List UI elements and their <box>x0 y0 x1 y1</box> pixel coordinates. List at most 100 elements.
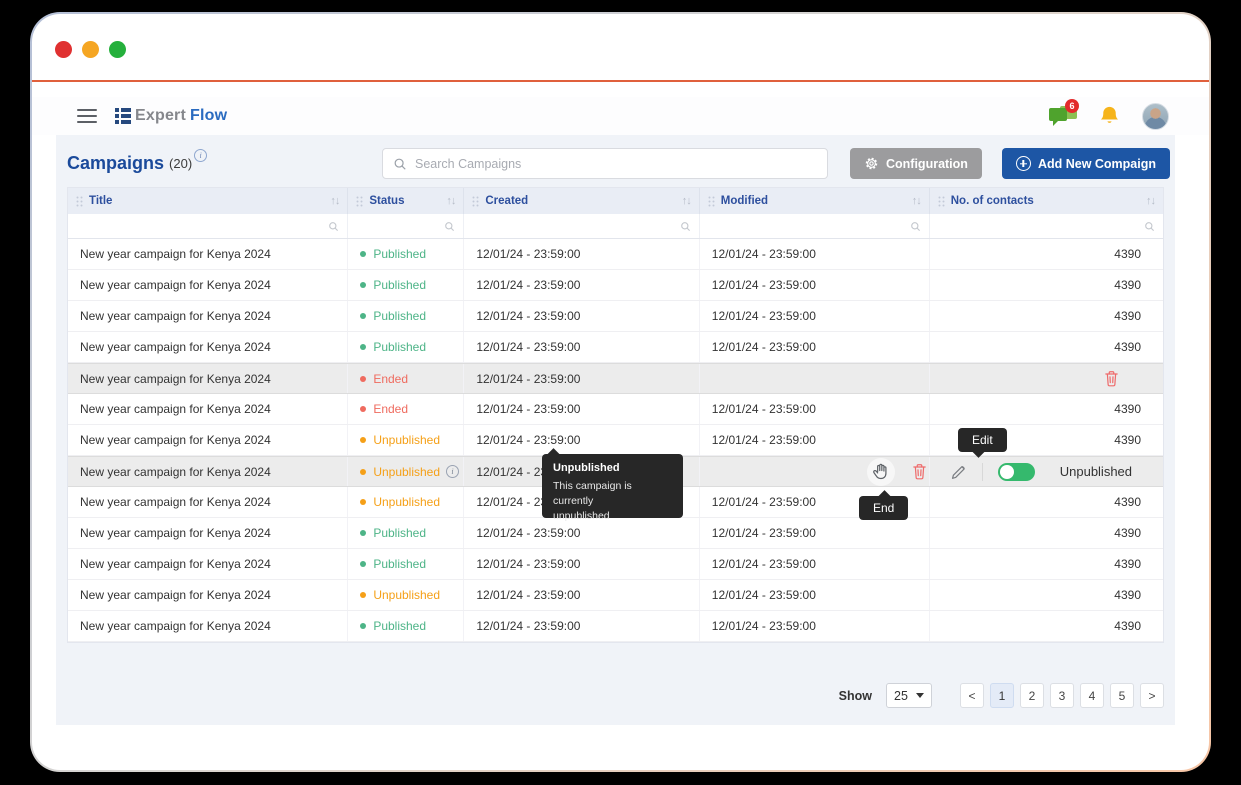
campaign-title-cell: New year campaign for Kenya 2024 <box>68 364 349 393</box>
status-tooltip-line1: This campaign is currently <box>553 480 632 508</box>
modified-cell <box>700 364 930 393</box>
table-row[interactable]: New year campaign for Kenya 2024 Ended 12/… <box>68 363 1163 394</box>
column-label: Status <box>369 195 405 207</box>
table-row[interactable]: New year campaign for Kenya 2024 Publishe… <box>68 332 1163 363</box>
pagination-page-button-3[interactable]: 3 <box>1050 683 1074 708</box>
maximize-window-button[interactable] <box>109 41 126 58</box>
created-cell: 12/01/24 - 23:59:00 <box>464 394 700 424</box>
notifications-bell-icon[interactable] <box>1099 105 1120 128</box>
edit-pencil-icon[interactable] <box>950 463 967 480</box>
publish-toggle[interactable] <box>997 462 1035 481</box>
configuration-button[interactable]: Configuration <box>850 148 982 179</box>
campaign-title-cell: New year campaign for Kenya 2024 <box>68 611 349 641</box>
page-header: Campaigns (20) i <box>56 135 1175 179</box>
drag-handle-icon[interactable] <box>708 196 715 207</box>
status-tooltip-title: Unpublished <box>553 462 620 474</box>
table-row[interactable]: New year campaign for Kenya 2024 Publishe… <box>68 549 1163 580</box>
pagination-prev-button[interactable]: < <box>960 683 984 708</box>
end-campaign-button[interactable] <box>866 457 895 486</box>
delete-campaign-button[interactable] <box>1104 370 1119 387</box>
info-icon[interactable]: i <box>194 149 208 162</box>
filter-search-icon <box>1145 221 1155 231</box>
end-tooltip: End <box>859 490 909 520</box>
app-toolbar: Expert Flow 6 <box>32 97 1209 135</box>
table-row[interactable]: New year campaign for Kenya 2024 Unpublis… <box>68 580 1163 611</box>
column-filter-input[interactable] <box>348 214 465 238</box>
publish-toggle-label: Unpublished <box>1059 464 1133 479</box>
column-header-no-of-contacts[interactable]: No. of contacts ↑↓ <box>930 188 1163 214</box>
filter-search-icon <box>910 221 920 231</box>
search-input[interactable] <box>415 156 817 171</box>
pagination-next-button[interactable]: > <box>1140 683 1164 708</box>
contacts-cell: 4390 <box>1114 309 1141 323</box>
status-info-icon[interactable]: i <box>446 465 460 478</box>
table-row[interactable]: New year campaign for Kenya 2024 Unpublis… <box>68 425 1163 456</box>
status-cell: Published <box>348 611 465 641</box>
status-cell: Unpublished <box>348 580 465 610</box>
campaign-title-cell: New year campaign for Kenya 2024 <box>68 270 349 300</box>
delete-icon[interactable] <box>1104 370 1119 387</box>
modified-cell: 12/01/24 - 23:59:00 <box>700 487 930 517</box>
table-row[interactable]: New year campaign for Kenya 2024 Publishe… <box>68 239 1163 270</box>
plus-circle-icon <box>1015 156 1031 171</box>
table-row[interactable]: New year campaign for Kenya 2024 Publishe… <box>68 301 1163 332</box>
table-row[interactable]: New year campaign for Kenya 2024 Publishe… <box>68 270 1163 301</box>
status-cell: Published <box>348 301 465 331</box>
edit-tooltip-label: Edit <box>972 433 993 447</box>
add-new-campaign-button[interactable]: Add New Compaign <box>1001 148 1170 179</box>
sort-icon[interactable]: ↑↓ <box>681 195 692 207</box>
campaign-title-cell: New year campaign for Kenya 2024 <box>68 301 349 331</box>
status-cell: Published <box>348 549 465 579</box>
status-badge: Published <box>373 278 427 292</box>
column-filter-input[interactable] <box>464 214 700 238</box>
drag-handle-icon[interactable] <box>938 196 945 207</box>
column-header-created[interactable]: Created ↑↓ <box>464 188 700 214</box>
page-size-select[interactable]: 25 <box>886 683 932 708</box>
pagination-page-button-5[interactable]: 5 <box>1110 683 1134 708</box>
status-cell: Published <box>348 518 465 548</box>
delete-icon[interactable] <box>912 463 927 480</box>
search-icon <box>394 158 406 170</box>
table-row[interactable]: New year campaign for Kenya 2024 Ended 12/… <box>68 394 1163 425</box>
status-badge: Published <box>373 309 427 323</box>
user-avatar[interactable] <box>1142 102 1169 130</box>
table-row[interactable]: New year campaign for Kenya 2024 Publishe… <box>68 518 1163 549</box>
sort-icon[interactable]: ↑↓ <box>446 195 456 207</box>
drag-handle-icon[interactable] <box>76 196 83 207</box>
column-header-modified[interactable]: Modified ↑↓ <box>700 188 930 214</box>
chat-icon[interactable]: 6 <box>1049 99 1079 128</box>
sort-icon[interactable]: ↑↓ <box>1146 195 1156 207</box>
column-filter-input[interactable] <box>930 214 1163 238</box>
column-header-status[interactable]: Status ↑↓ <box>348 188 465 214</box>
pagination-page-button-1[interactable]: 1 <box>990 683 1014 708</box>
status-dot-icon <box>360 251 367 257</box>
row-actions-cell: Unpublished <box>930 457 1163 486</box>
titlebar-divider <box>32 80 1209 82</box>
status-dot-icon <box>360 406 367 412</box>
column-filter-input[interactable] <box>700 214 930 238</box>
end-hand-icon[interactable] <box>871 462 890 481</box>
modified-cell: 12/01/24 - 23:59:00 <box>700 332 930 362</box>
status-badge: Published <box>373 526 427 540</box>
modified-cell: 12/01/24 - 23:59:00 <box>700 239 930 269</box>
column-label: Created <box>485 195 529 207</box>
drag-handle-icon[interactable] <box>356 196 363 207</box>
sort-icon[interactable]: ↑↓ <box>330 195 340 207</box>
column-filter-input[interactable] <box>68 214 349 238</box>
edit-campaign-button[interactable] <box>950 463 967 480</box>
status-cell: Published <box>348 332 465 362</box>
delete-campaign-button[interactable] <box>912 463 927 480</box>
configuration-label: Configuration <box>886 156 968 171</box>
hamburger-menu-icon[interactable] <box>77 109 97 123</box>
close-window-button[interactable] <box>55 41 72 58</box>
contacts-cell: 4390 <box>1114 402 1141 416</box>
pagination-page-button-4[interactable]: 4 <box>1080 683 1104 708</box>
minimize-window-button[interactable] <box>82 41 99 58</box>
column-header-title[interactable]: Title ↑↓ <box>68 188 349 214</box>
window-controls <box>55 41 126 58</box>
chevron-down-icon <box>916 693 924 698</box>
drag-handle-icon[interactable] <box>472 196 479 207</box>
table-row[interactable]: New year campaign for Kenya 2024 Publishe… <box>68 611 1163 642</box>
pagination-page-button-2[interactable]: 2 <box>1020 683 1044 708</box>
sort-icon[interactable]: ↑↓ <box>911 195 922 207</box>
